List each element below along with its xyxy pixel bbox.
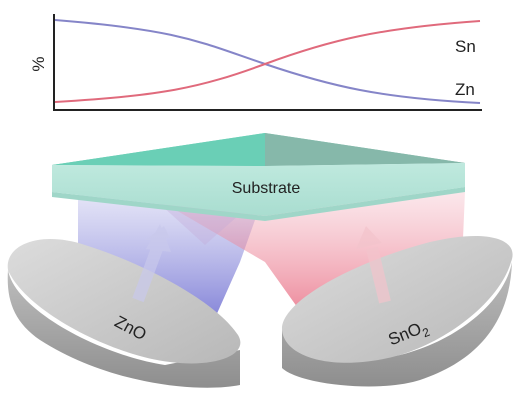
sno2-target: SnO2	[281, 226, 513, 387]
sn-curve	[54, 19, 481, 104]
zn-curve	[54, 20, 481, 103]
substrate-front-shade	[52, 187, 465, 221]
substrate-top-right	[265, 133, 465, 166]
substrate-top-left	[52, 133, 265, 166]
sn-series-label: Sn	[455, 37, 476, 56]
zno-disk-side	[7, 270, 241, 388]
sno2-disk-side	[282, 262, 512, 387]
composition-graph: % Sn Zn	[29, 14, 482, 111]
zno-target: ZnO	[7, 224, 241, 388]
substrate: Substrate	[52, 133, 465, 221]
sno2-arrow	[356, 226, 391, 304]
zn-series-label: Zn	[455, 80, 475, 99]
substrate-front-face	[52, 163, 465, 216]
graph-y-label: %	[29, 56, 48, 71]
sno2-disk-top	[281, 235, 513, 363]
sno2-subscript: 2	[420, 325, 432, 341]
zno-disk-top	[7, 239, 241, 364]
substrate-label: Substrate	[232, 180, 301, 197]
zno-arrow	[132, 224, 171, 303]
